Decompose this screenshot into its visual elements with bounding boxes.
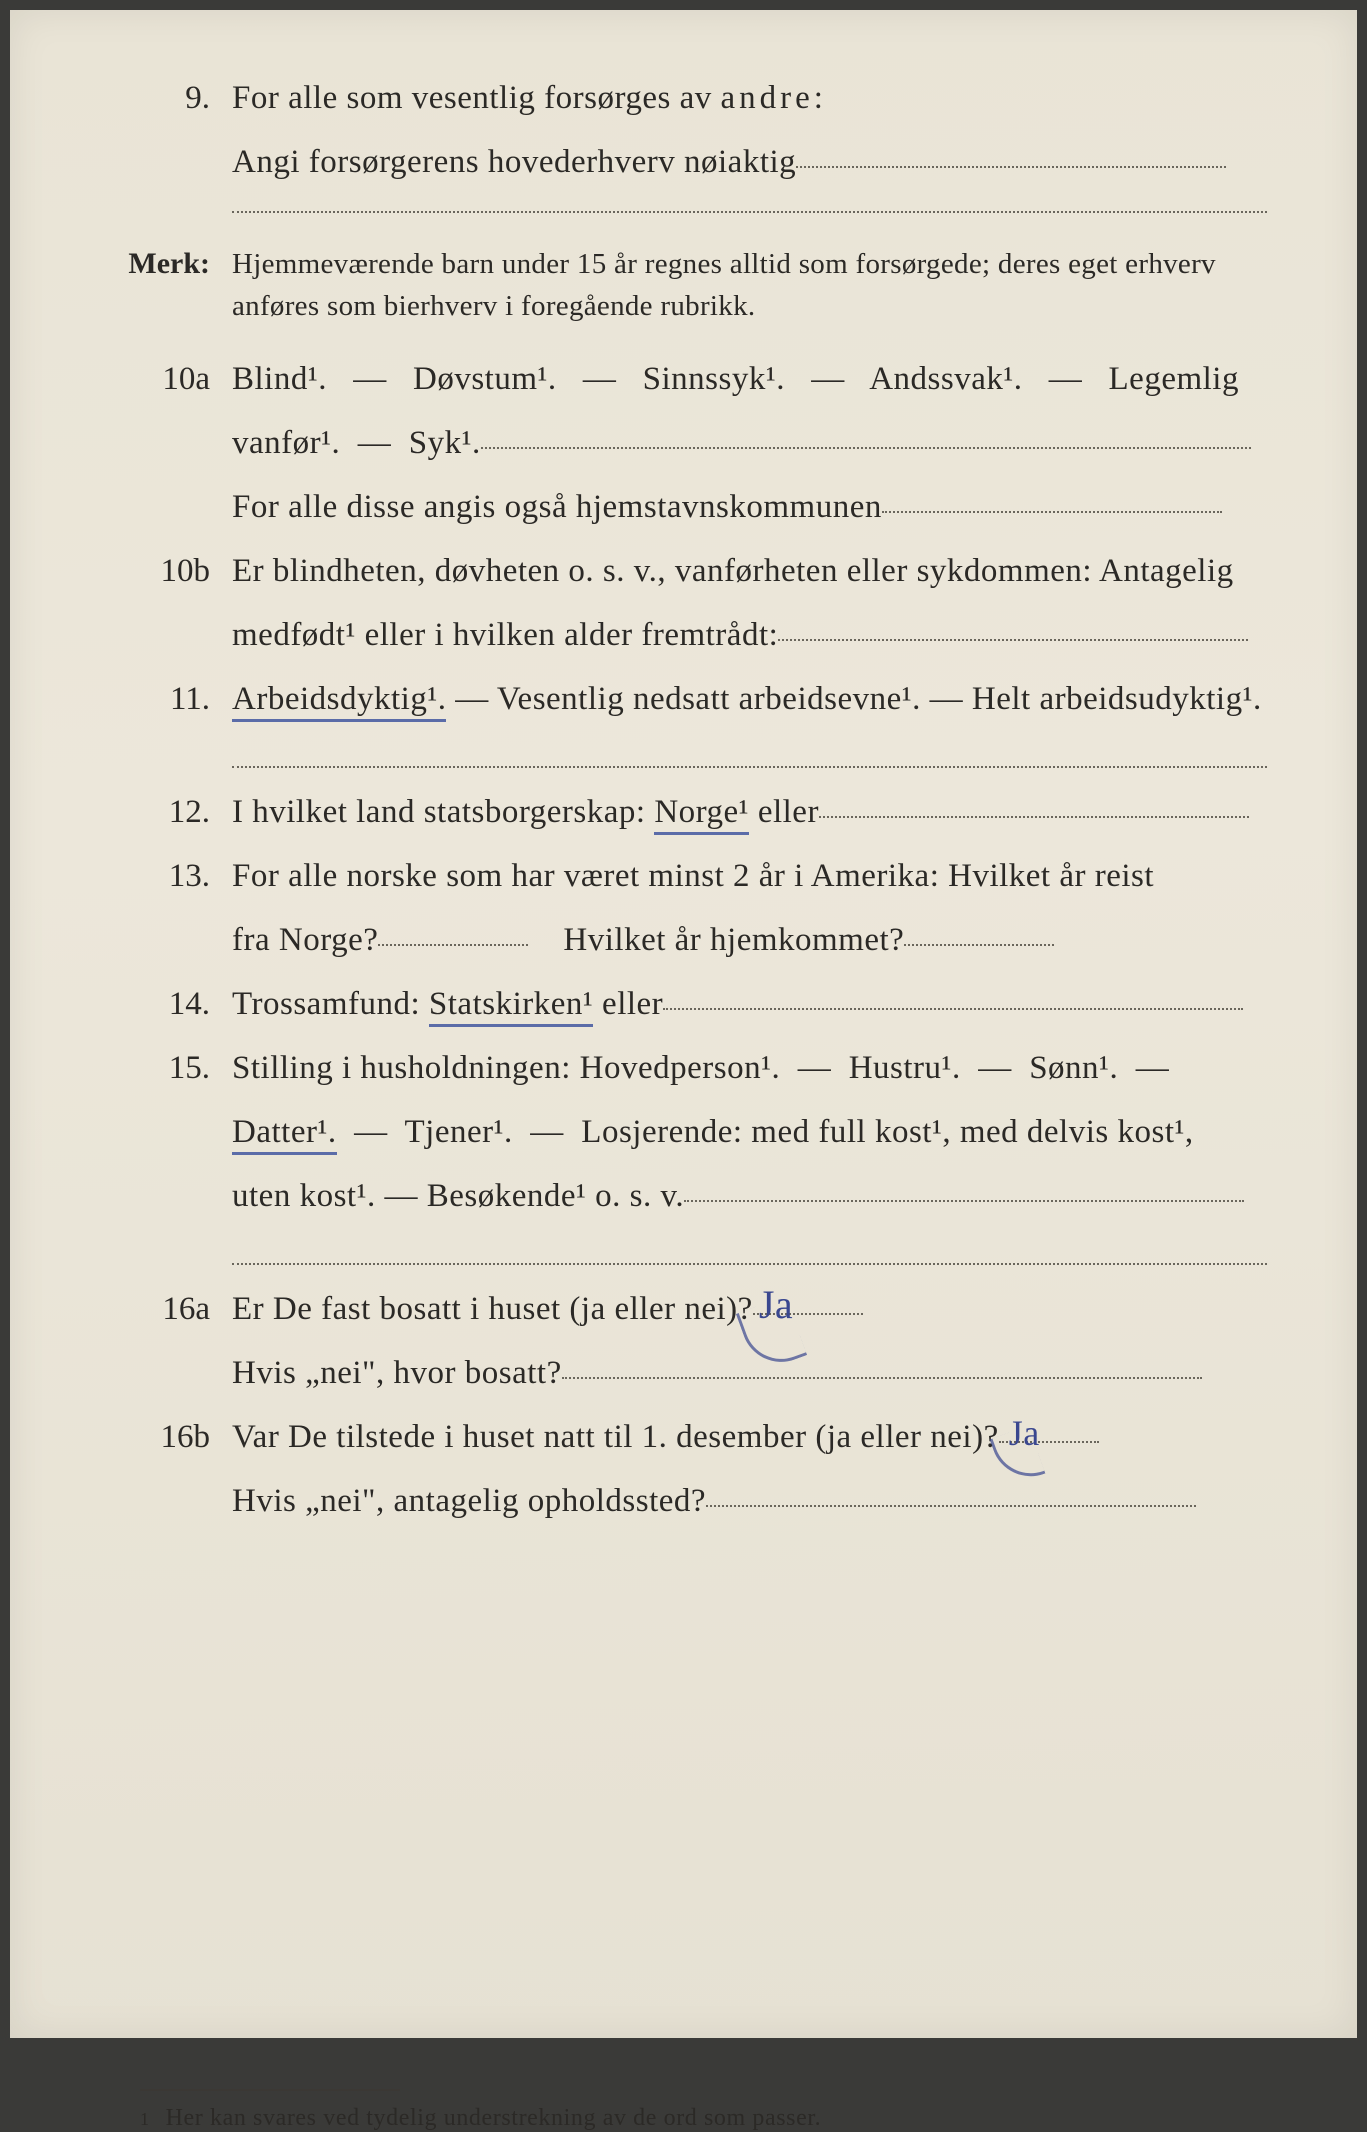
q15-hovedperson: Stilling i husholdningen: Hovedperson¹. — [232, 1050, 780, 1086]
q14-statskirken-selected: Statskirken¹ — [429, 986, 593, 1027]
q11-opt1-selected: Arbeidsdyktig¹. — [232, 681, 446, 722]
q12-blank[interactable] — [819, 816, 1249, 818]
q9-text1: For alle som vesentlig forsørges av andr… — [232, 70, 1267, 126]
q10b-blank[interactable] — [778, 639, 1248, 641]
q10a-opt-andssvak: Andssvak¹. — [869, 361, 1022, 397]
q15-row1: 15. Stilling i husholdningen: Hovedperso… — [100, 1040, 1267, 1096]
q9-number: 9. — [100, 80, 232, 117]
q15-sonn: Sønn¹. — [1029, 1050, 1118, 1086]
q9-text1b: andre: — [720, 80, 826, 116]
footnote-text: Her kan svares ved tydelig understreknin… — [166, 2105, 822, 2131]
q10a-opt-dovstum: Døvstum¹. — [413, 361, 557, 397]
q10a-opt-sinnssyk: Sinnssyk¹. — [643, 361, 785, 397]
q14-number: 14. — [100, 986, 232, 1023]
q15-line3: uten kost¹. — Besøkende¹ o. s. v. — [232, 1178, 684, 1214]
q9-line2: Angi forsørgerens hovederhverv nøiaktig — [232, 144, 796, 180]
q16a-line2: Hvis „nei", hvor bosatt? — [232, 1355, 562, 1391]
q16b-blank2[interactable] — [706, 1505, 1196, 1507]
q13-hjemkommet: Hvilket år hjemkommet? — [563, 922, 904, 958]
q16a-number: 16a — [100, 1291, 232, 1328]
q10a-number: 10a — [100, 361, 232, 398]
q13-fra-norge: fra Norge? — [232, 922, 378, 958]
q12-row: 12. I hvilket land statsborgerskap: Norg… — [100, 784, 1267, 840]
q9-text2: Angi forsørgerens hovederhverv nøiaktig — [232, 134, 1267, 190]
q10b-number: 10b — [100, 553, 232, 590]
q15-hustru: Hustru¹. — [849, 1050, 961, 1086]
q9-text1a: For alle som vesentlig forsørges av — [232, 80, 720, 116]
q16a-answer-blank[interactable]: Ja — [753, 1313, 863, 1315]
merk-row: Merk: Hjemmeværende barn under 15 år reg… — [100, 243, 1267, 327]
q9-blank[interactable] — [796, 166, 1226, 168]
q12-text-a: I hvilket land statsborgerskap: — [232, 794, 654, 830]
q13-row1: 13. For alle norske som har været minst … — [100, 848, 1267, 904]
q10a-opt-legemlig: Legemlig — [1109, 361, 1239, 397]
q16a-row1: 16a Er De fast bosatt i huset (ja eller … — [100, 1281, 1267, 1337]
census-form-page: 9. For alle som vesentlig forsørges av a… — [10, 10, 1357, 2038]
q10a-vanfor: vanfør¹. — [232, 425, 340, 461]
q16a-line1: Er De fast bosatt i huset (ja eller nei)… — [232, 1291, 753, 1327]
footnote-num: 1 — [140, 2109, 150, 2129]
q15-row2: Datter¹. — Tjener¹. — Losjerende: med fu… — [100, 1104, 1267, 1160]
q10b-row1: 10b Er blindheten, døvheten o. s. v., va… — [100, 543, 1267, 599]
q10a-row2: vanfør¹. — Syk¹. — [100, 415, 1267, 471]
q10a-row3: For alle disse angis også hjemstavnskomm… — [100, 479, 1267, 535]
q12-norge-selected: Norge¹ — [654, 794, 749, 835]
footnote: 1 Her kan svares ved tydelig understrekni… — [140, 2105, 1267, 2132]
q16b-row2: Hvis „nei", antagelig opholdssted? — [100, 1473, 1267, 1529]
q11-opt2: Vesentlig nedsatt arbeidsevne¹. — [497, 681, 921, 717]
q10a-blank[interactable] — [481, 447, 1251, 449]
q10a-row1: 10a Blind¹. — Døvstum¹. — Sinnssyk¹. — A… — [100, 351, 1267, 407]
q10b-row2: medfødt¹ eller i hvilken alder fremtrådt… — [100, 607, 1267, 663]
q16b-row1: 16b Var De tilstede i huset natt til 1. … — [100, 1409, 1267, 1465]
q16b-number: 16b — [100, 1419, 232, 1456]
q14-text-a: Trossamfund: — [232, 986, 429, 1022]
q16b-line2: Hvis „nei", antagelig opholdssted? — [232, 1483, 706, 1519]
q15-losjerende: Losjerende: med full kost¹, med delvis k… — [581, 1114, 1193, 1150]
q10a-opts: Blind¹. — Døvstum¹. — Sinnssyk¹. — Andss… — [232, 351, 1267, 407]
q11-number: 11. — [100, 681, 232, 718]
q10a-blank2[interactable] — [882, 511, 1222, 513]
q11-opt3: Helt arbeidsudyktig¹. — [972, 681, 1262, 717]
q12-number: 12. — [100, 794, 232, 831]
q14-blank[interactable] — [663, 1008, 1243, 1010]
q15-number: 15. — [100, 1050, 232, 1087]
q15-row3: uten kost¹. — Besøkende¹ o. s. v. — [100, 1168, 1267, 1224]
q15-blank[interactable] — [684, 1200, 1244, 1202]
q9-row2: Angi forsørgerens hovederhverv nøiaktig — [100, 134, 1267, 190]
q10a-opt-blind: Blind¹. — [232, 361, 327, 397]
q10a-syk: Syk¹. — [409, 425, 481, 461]
footnote-rule — [140, 2089, 400, 2091]
q10b-line2: medfødt¹ eller i hvilken alder fremtrådt… — [232, 617, 778, 653]
q11-row: 11. Arbeidsdyktig¹. — Vesentlig nedsatt … — [100, 671, 1267, 727]
q12-text-b: eller — [749, 794, 819, 830]
q13-blank2[interactable] — [904, 944, 1054, 946]
q14-text-b: eller — [593, 986, 663, 1022]
q15-datter-selected: Datter¹. — [232, 1114, 337, 1155]
q10a-line3: For alle disse angis også hjemstavnskomm… — [232, 489, 882, 525]
q15-tjener: Tjener¹. — [405, 1114, 513, 1150]
q16b-line1: Var De tilstede i huset natt til 1. dese… — [232, 1419, 999, 1455]
q10b-line1: Er blindheten, døvheten o. s. v., vanfør… — [232, 543, 1267, 599]
merk-text: Hjemmeværende barn under 15 år regnes al… — [232, 243, 1267, 327]
q16a-row2: Hvis „nei", hvor bosatt? — [100, 1345, 1267, 1401]
q14-row: 14. Trossamfund: Statskirken¹ eller — [100, 976, 1267, 1032]
q13-row2: fra Norge? Hvilket år hjemkommet? — [100, 912, 1267, 968]
q9-row1: 9. For alle som vesentlig forsørges av a… — [100, 70, 1267, 126]
q13-number: 13. — [100, 858, 232, 895]
q16a-blank2[interactable] — [562, 1377, 1202, 1379]
q13-line1: For alle norske som har været minst 2 år… — [232, 848, 1267, 904]
q13-blank1[interactable] — [378, 944, 528, 946]
merk-label: Merk: — [100, 247, 232, 281]
q16b-answer-blank[interactable]: Ja — [999, 1441, 1099, 1443]
